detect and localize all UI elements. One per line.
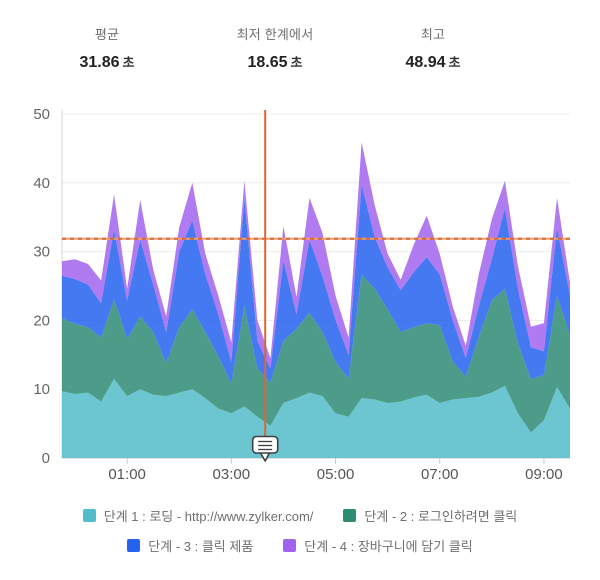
legend-row-2: 단계 - 3 : 클릭 제품 단계 - 4 : 장바구니에 담기 클릭 xyxy=(127,536,473,555)
stat-lowest-value: 18.65 초 xyxy=(237,52,314,72)
x-axis-label-09:00: 09:00 xyxy=(525,466,563,483)
series-area-3[interactable] xyxy=(62,184,570,384)
stat-highest-unit: 초 xyxy=(448,55,461,70)
stat-highest-label: 최고 xyxy=(420,27,446,42)
stat-average-number: 31.86 xyxy=(79,54,120,71)
stat-lowest-label: 최저 한계에서 xyxy=(236,27,314,42)
legend-row-1: 단계 1 : 로딩 - http://www.zylker.com/ 단계 - … xyxy=(82,506,517,525)
series-area-1[interactable] xyxy=(62,378,570,458)
legend-label-step-3: 단계 - 3 : 클릭 제품 xyxy=(148,539,254,554)
y-axis-label-40: 40 xyxy=(33,175,50,192)
stat-average-unit: 초 xyxy=(122,55,135,70)
y-axis-label-10: 10 xyxy=(33,381,50,398)
step-4-swatch-icon xyxy=(283,539,297,552)
chart-area: 0 10 20 30 40 50 01:00 03:00 05:00 07:00 09:00 xyxy=(0,90,600,490)
summary-stats: 평균 31.86 초 최저 한계에서 18.65 초 최고 48.94 초 xyxy=(0,0,600,90)
stat-highest-number: 48.94 xyxy=(405,54,446,71)
note-bubble-icon[interactable] xyxy=(251,435,279,454)
stat-average-value: 31.86 초 xyxy=(79,52,134,72)
step-2-swatch-icon xyxy=(343,509,357,522)
series-area-4[interactable] xyxy=(62,142,570,369)
stat-highest-value: 48.94 초 xyxy=(405,52,460,72)
stacked-area-chart[interactable]: 0 10 20 30 40 50 01:00 03:00 05:00 07:00 09:00 xyxy=(0,90,600,490)
step-3-swatch-icon xyxy=(127,539,141,552)
y-axis-label-0: 0 xyxy=(42,450,50,467)
stat-lowest-unit: 초 xyxy=(290,55,303,70)
legend-label-step-1: 단계 1 : 로딩 - http://www.zylker.com/ xyxy=(103,509,314,524)
legend-item-step-3[interactable]: 단계 - 3 : 클릭 제품 xyxy=(127,536,253,555)
x-axis-label-03:00: 03:00 xyxy=(213,466,251,483)
stat-highest: 최고 48.94 초 xyxy=(405,24,460,72)
legend-item-step-4[interactable]: 단계 - 4 : 장바구니에 담기 클릭 xyxy=(283,536,473,555)
y-axis-label-30: 30 xyxy=(33,244,50,261)
stat-lowest-threshold: 최저 한계에서 18.65 초 xyxy=(237,24,314,72)
x-axis-label-05:00: 05:00 xyxy=(317,466,355,483)
legend-item-step-1[interactable]: 단계 1 : 로딩 - http://www.zylker.com/ xyxy=(82,506,314,525)
legend-item-step-2[interactable]: 단계 - 2 : 로그인하려면 클릭 xyxy=(343,506,517,525)
stat-average: 평균 31.86 초 xyxy=(79,24,134,72)
chart-legend: 단계 1 : 로딩 - http://www.zylker.com/ 단계 - … xyxy=(0,506,600,555)
x-axis-label-07:00: 07:00 xyxy=(421,466,459,483)
x-axis-label-01:00: 01:00 xyxy=(108,466,146,483)
stat-lowest-number: 18.65 xyxy=(247,54,288,71)
legend-label-step-2: 단계 - 2 : 로그인하려면 클릭 xyxy=(364,509,518,524)
y-axis-label-50: 50 xyxy=(33,106,50,123)
step-1-swatch-icon xyxy=(82,509,96,522)
legend-label-step-4: 단계 - 4 : 장바구니에 담기 클릭 xyxy=(304,539,473,554)
y-axis-label-20: 20 xyxy=(33,312,50,329)
stat-average-label: 평균 xyxy=(94,27,120,42)
series-area-2[interactable] xyxy=(62,274,570,433)
